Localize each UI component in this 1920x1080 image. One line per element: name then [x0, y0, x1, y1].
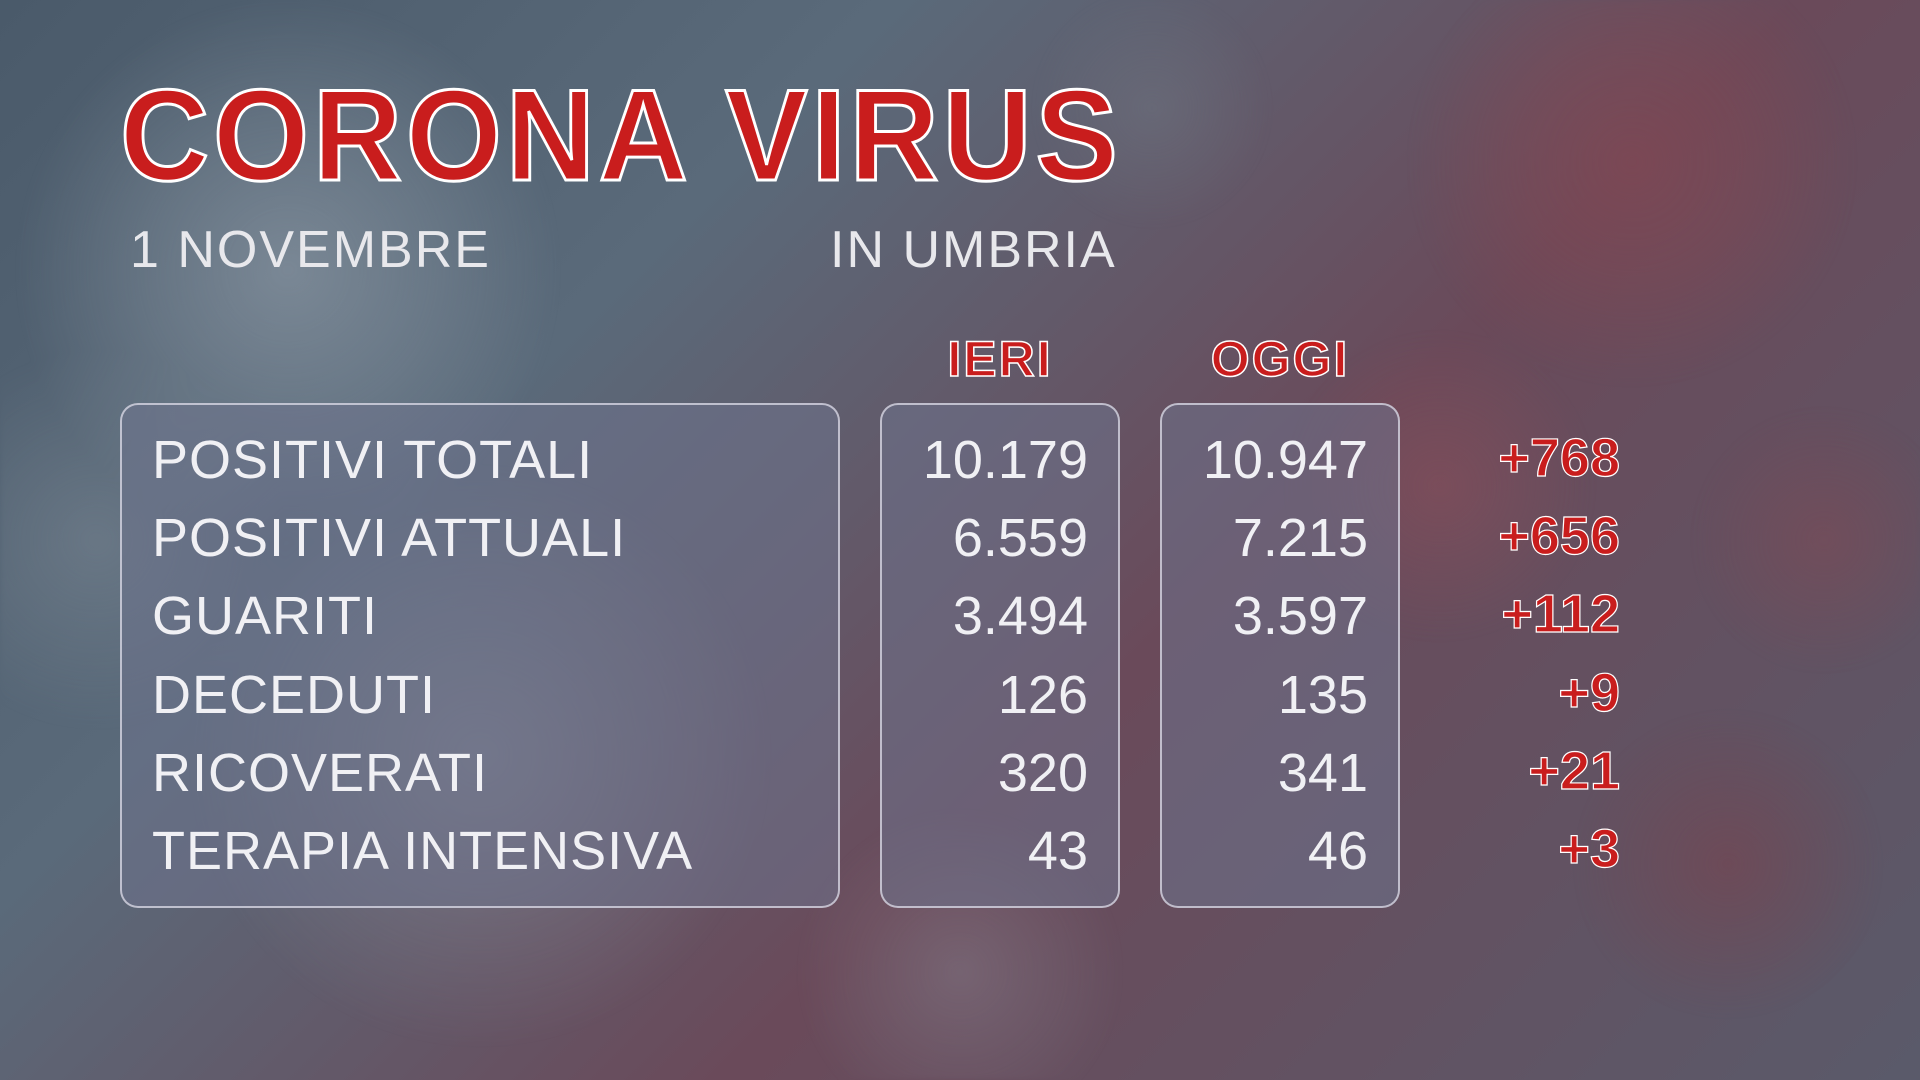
date-label: 1 NOVEMBRE	[130, 220, 830, 280]
infographic-panel: CORONA VIRUS 1 NOVEMBRE IN UMBRIA IERI O…	[0, 0, 1920, 968]
row-delta: +3	[1440, 814, 1640, 884]
row-value-today: 341	[1278, 738, 1368, 808]
row-label: POSITIVI TOTALI	[152, 425, 593, 495]
row-label: TERAPIA INTENSIVA	[152, 816, 693, 886]
row-delta: +21	[1440, 736, 1640, 806]
row-label: POSITIVI ATTUALI	[152, 503, 626, 573]
row-value-yesterday: 6.559	[953, 503, 1088, 573]
delta-column: +768 +656 +112 +9 +21 +3	[1440, 403, 1640, 904]
row-value-today: 46	[1308, 816, 1368, 886]
today-panel: 10.947 7.215 3.597 135 341 46	[1160, 403, 1400, 908]
subheader: 1 NOVEMBRE IN UMBRIA	[120, 220, 1800, 280]
row-delta: +768	[1440, 423, 1640, 493]
row-value-today: 3.597	[1233, 581, 1368, 651]
labels-panel: POSITIVI TOTALI POSITIVI ATTUALI GUARITI…	[120, 403, 840, 908]
yesterday-panel: 10.179 6.559 3.494 126 320 43	[880, 403, 1120, 908]
column-header-yesterday: IERI	[880, 330, 1120, 388]
row-value-today: 7.215	[1233, 503, 1368, 573]
row-value-yesterday: 320	[998, 738, 1088, 808]
row-delta: +9	[1440, 658, 1640, 728]
row-delta: +656	[1440, 501, 1640, 571]
row-value-today: 10.947	[1203, 425, 1368, 495]
main-title: CORONA VIRUS	[120, 60, 1716, 210]
column-header-today: OGGI	[1160, 330, 1400, 388]
spacer	[1440, 330, 1640, 390]
region-label: IN UMBRIA	[830, 220, 1117, 280]
row-value-yesterday: 126	[998, 660, 1088, 730]
row-value-yesterday: 43	[1028, 816, 1088, 886]
row-delta: +112	[1440, 579, 1640, 649]
row-label: RICOVERATI	[152, 738, 488, 808]
row-label: DECEDUTI	[152, 660, 436, 730]
spacer	[120, 330, 840, 390]
row-value-today: 135	[1278, 660, 1368, 730]
row-label: GUARITI	[152, 581, 378, 651]
data-table: IERI OGGI POSITIVI TOTALI POSITIVI ATTUA…	[120, 330, 1800, 908]
row-value-yesterday: 10.179	[923, 425, 1088, 495]
row-value-yesterday: 3.494	[953, 581, 1088, 651]
